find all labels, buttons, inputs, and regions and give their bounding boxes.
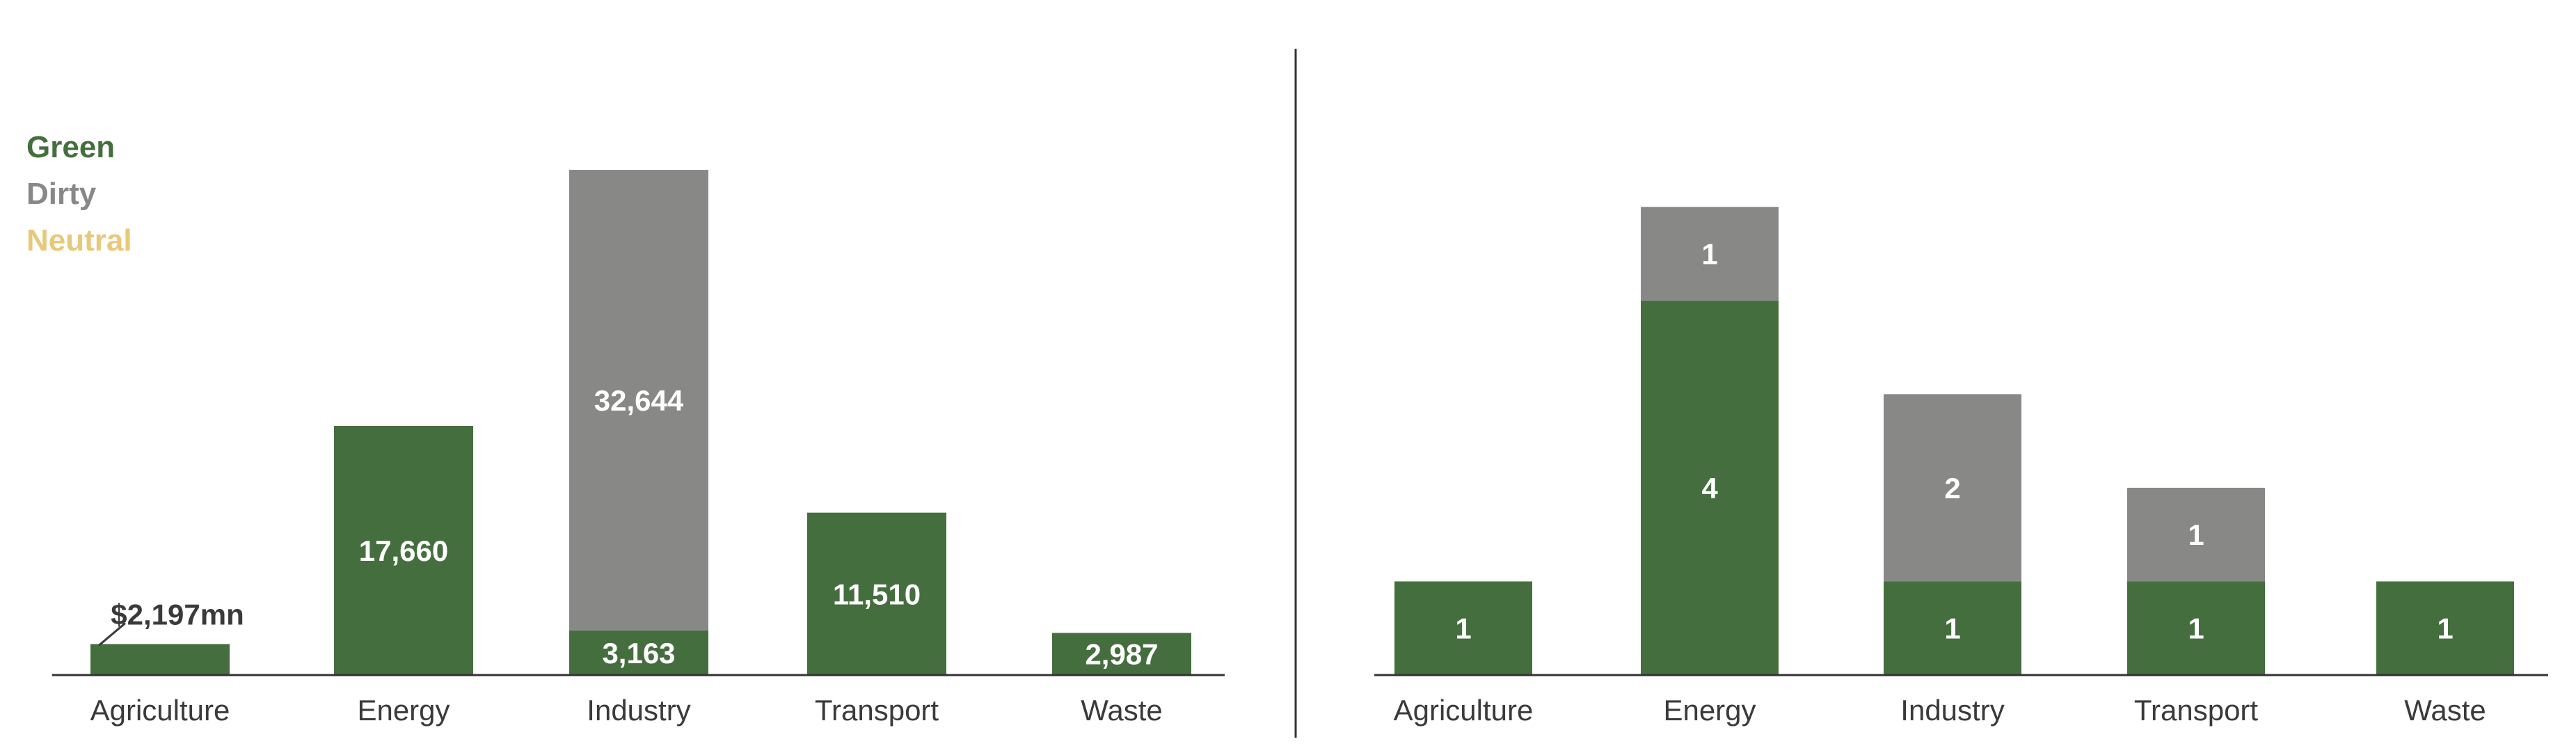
chart-right-counts: 1 Agriculture 4 1 Energy 1 2 Industry 1 1 Transpor… xyxy=(1374,207,2548,727)
data-label-green-waste: 1 xyxy=(2437,612,2453,645)
data-label-green-agriculture: 1 xyxy=(1455,612,1471,645)
x-tick-label-waste: Waste xyxy=(1081,694,1162,727)
data-label-dirty-industry: 2 xyxy=(1944,472,1960,505)
bar-green-industry xyxy=(1884,581,2021,675)
bar-green-industry xyxy=(569,630,708,675)
legend-item-neutral: Neutral xyxy=(26,223,132,257)
x-tick-label-transport: Transport xyxy=(815,694,939,727)
x-tick-label-agriculture: Agriculture xyxy=(90,694,230,727)
data-label-green-transport: 1 xyxy=(2188,612,2204,645)
x-tick-label-energy: Energy xyxy=(357,694,450,727)
x-tick-label-energy: Energy xyxy=(1663,694,1756,727)
bar-green-energy xyxy=(334,425,473,675)
data-label-dirty-industry: 32,644 xyxy=(594,384,684,417)
bar-green-agriculture xyxy=(90,644,230,675)
data-label-dirty-transport: 1 xyxy=(2188,518,2204,551)
bar-green-transport xyxy=(807,512,946,675)
bar-dirty-industry xyxy=(569,170,708,631)
data-label-green-agriculture: $2,197mn xyxy=(111,598,244,631)
bar-green-waste xyxy=(2376,581,2514,675)
data-label-green-waste: 2,987 xyxy=(1085,638,1158,671)
annotation-leader-line xyxy=(98,622,126,647)
bar-dirty-industry xyxy=(1884,394,2021,582)
data-label-dirty-energy: 1 xyxy=(1701,238,1717,271)
data-label-green-energy: 4 xyxy=(1701,472,1718,505)
bar-dirty-energy xyxy=(1641,207,1779,301)
x-tick-label-industry: Industry xyxy=(1900,694,2004,727)
bar-green-waste xyxy=(1052,633,1191,675)
data-label-green-transport: 11,510 xyxy=(833,578,921,610)
data-label-green-industry: 3,163 xyxy=(602,637,675,669)
bar-green-energy xyxy=(1641,300,1779,675)
bar-green-agriculture xyxy=(1394,581,1532,675)
bar-green-transport xyxy=(2127,581,2265,675)
legend-item-dirty: Dirty xyxy=(26,177,97,211)
x-tick-label-industry: Industry xyxy=(587,694,690,727)
legend-item-green: Green xyxy=(26,130,116,164)
data-label-green-industry: 1 xyxy=(1944,612,1960,645)
bar-dirty-transport xyxy=(2127,487,2265,582)
chart-legend: Green Dirty Neutral xyxy=(26,124,132,264)
x-tick-label-agriculture: Agriculture xyxy=(1394,694,1534,727)
chart-left-funding: $2,197mn Agriculture 17,660 Energy 3,163 32,6… xyxy=(52,170,1225,727)
x-tick-label-transport: Transport xyxy=(2134,694,2259,727)
x-tick-label-waste: Waste xyxy=(2404,694,2486,727)
data-label-green-energy: 17,660 xyxy=(359,534,448,567)
